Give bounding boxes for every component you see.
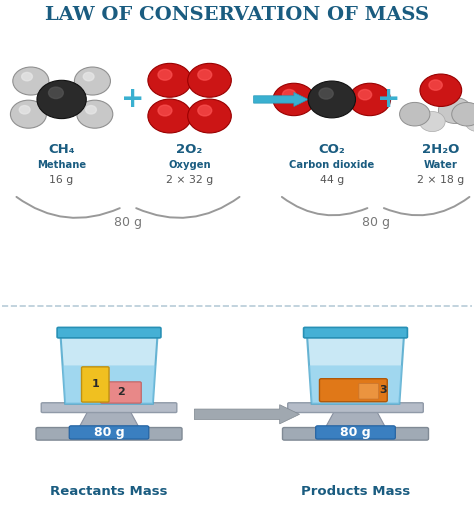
Circle shape <box>273 83 315 116</box>
Text: Water: Water <box>424 160 458 170</box>
Circle shape <box>86 106 96 114</box>
Text: 2H₂O: 2H₂O <box>422 143 459 156</box>
Text: Carbon dioxide: Carbon dioxide <box>289 160 374 170</box>
Text: 80 g: 80 g <box>94 426 124 439</box>
Circle shape <box>188 63 231 97</box>
Circle shape <box>465 112 474 132</box>
Circle shape <box>158 69 172 80</box>
Polygon shape <box>78 412 140 429</box>
FancyBboxPatch shape <box>41 403 177 413</box>
Polygon shape <box>307 334 404 404</box>
FancyBboxPatch shape <box>283 428 428 440</box>
Circle shape <box>158 105 172 116</box>
Text: +: + <box>121 85 145 114</box>
Text: Products Mass: Products Mass <box>301 485 410 498</box>
Circle shape <box>452 103 474 126</box>
Circle shape <box>19 106 30 114</box>
FancyBboxPatch shape <box>36 428 182 440</box>
Text: 16 g: 16 g <box>49 175 74 185</box>
Circle shape <box>198 105 212 116</box>
Text: Reactants Mass: Reactants Mass <box>50 485 168 498</box>
FancyArrow shape <box>194 405 300 424</box>
FancyBboxPatch shape <box>359 383 379 399</box>
Circle shape <box>22 72 32 81</box>
Polygon shape <box>63 366 155 404</box>
Polygon shape <box>61 334 157 404</box>
Text: 1: 1 <box>91 379 99 389</box>
Circle shape <box>438 97 472 123</box>
Circle shape <box>308 81 356 118</box>
Circle shape <box>74 67 110 95</box>
Text: 3: 3 <box>379 385 387 395</box>
Circle shape <box>48 87 64 98</box>
Circle shape <box>420 74 462 107</box>
FancyBboxPatch shape <box>69 426 149 439</box>
Circle shape <box>148 99 191 133</box>
Circle shape <box>198 69 212 80</box>
Text: Oxygen: Oxygen <box>168 160 211 170</box>
Circle shape <box>429 80 442 90</box>
FancyArrow shape <box>254 92 308 107</box>
FancyBboxPatch shape <box>319 379 387 401</box>
Text: Methane: Methane <box>37 160 86 170</box>
FancyBboxPatch shape <box>303 327 407 338</box>
Circle shape <box>419 112 445 132</box>
Text: 44 g: 44 g <box>319 175 344 185</box>
Circle shape <box>358 89 372 100</box>
Polygon shape <box>325 412 386 429</box>
Text: 2 × 18 g: 2 × 18 g <box>417 175 465 185</box>
FancyBboxPatch shape <box>288 403 423 413</box>
Circle shape <box>77 100 113 128</box>
Circle shape <box>10 100 46 128</box>
Text: 80 g: 80 g <box>340 426 371 439</box>
Circle shape <box>37 80 86 119</box>
Text: LAW OF CONSERVATION OF MASS: LAW OF CONSERVATION OF MASS <box>45 6 429 24</box>
Text: +: + <box>377 85 401 114</box>
Text: 80 g: 80 g <box>114 216 142 229</box>
FancyBboxPatch shape <box>100 382 141 403</box>
Text: CO₂: CO₂ <box>319 143 345 156</box>
Polygon shape <box>309 366 402 404</box>
Circle shape <box>400 103 430 126</box>
FancyBboxPatch shape <box>82 367 109 402</box>
Circle shape <box>13 67 49 95</box>
Circle shape <box>188 99 231 133</box>
Circle shape <box>83 72 94 81</box>
Text: 80 g: 80 g <box>362 216 390 229</box>
Circle shape <box>319 88 333 99</box>
Circle shape <box>148 63 191 97</box>
Circle shape <box>283 89 296 100</box>
Text: 2O₂: 2O₂ <box>176 143 203 156</box>
Circle shape <box>349 83 391 116</box>
FancyBboxPatch shape <box>57 327 161 338</box>
FancyBboxPatch shape <box>316 426 395 439</box>
Text: 2 × 32 g: 2 × 32 g <box>166 175 213 185</box>
Text: CH₄: CH₄ <box>48 143 75 156</box>
Text: 2: 2 <box>117 387 125 397</box>
